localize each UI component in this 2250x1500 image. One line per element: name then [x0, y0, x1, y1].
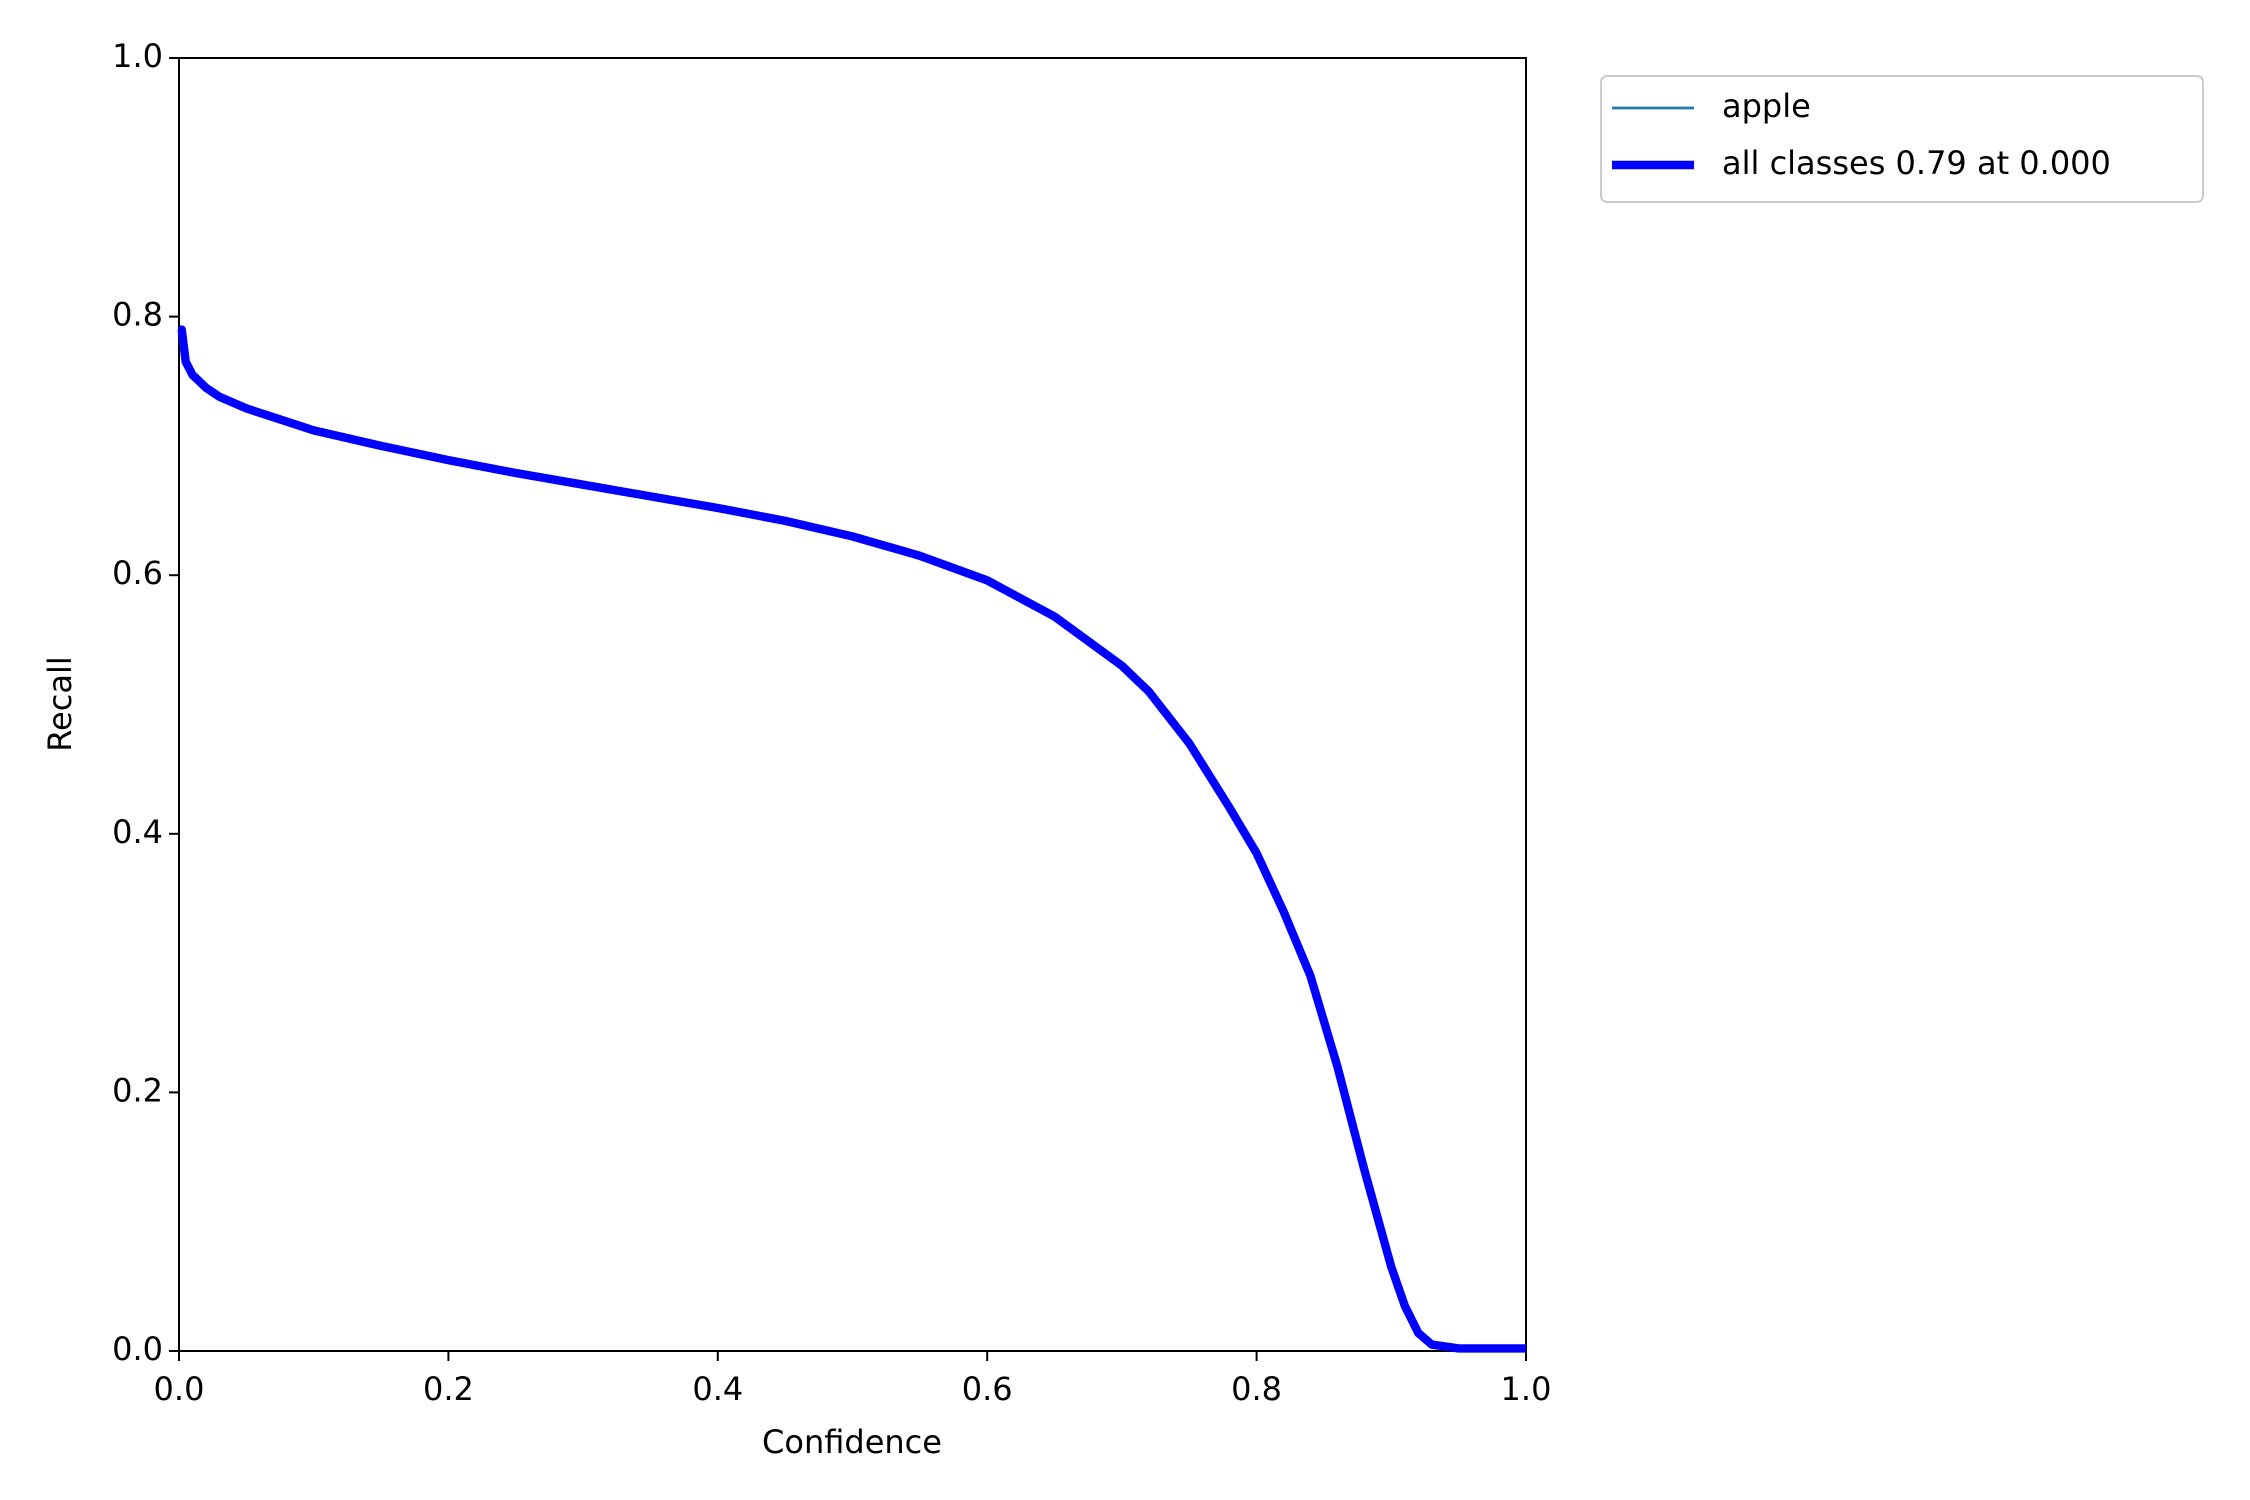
y-tick-label: 1.0	[112, 37, 163, 75]
x-tick-label: 1.0	[1501, 1370, 1552, 1408]
plot-frame	[178, 57, 1527, 1352]
y-tick-label: 0.0	[112, 1330, 163, 1368]
x-tick-label: 0.6	[962, 1370, 1013, 1408]
y-tick-label: 0.4	[112, 813, 163, 851]
legend-label: apple	[1722, 87, 1811, 125]
y-axis-label: Recall	[41, 656, 79, 751]
x-tick-label: 0.0	[154, 1370, 205, 1408]
series-line	[177, 325, 1526, 1353]
y-tick-label: 0.2	[112, 1071, 163, 1109]
y-tick-label: 0.6	[112, 554, 163, 592]
series-line	[179, 328, 1526, 1350]
x-tick-label: 0.8	[1231, 1370, 1282, 1408]
y-tick-label: 0.8	[112, 296, 163, 334]
x-axis-label: Confidence	[762, 1423, 942, 1461]
x-tick-label: 0.2	[423, 1370, 474, 1408]
legend	[1600, 75, 2204, 203]
x-tick-label: 0.4	[692, 1370, 743, 1408]
legend-label: all classes 0.79 at 0.000	[1722, 144, 2111, 182]
